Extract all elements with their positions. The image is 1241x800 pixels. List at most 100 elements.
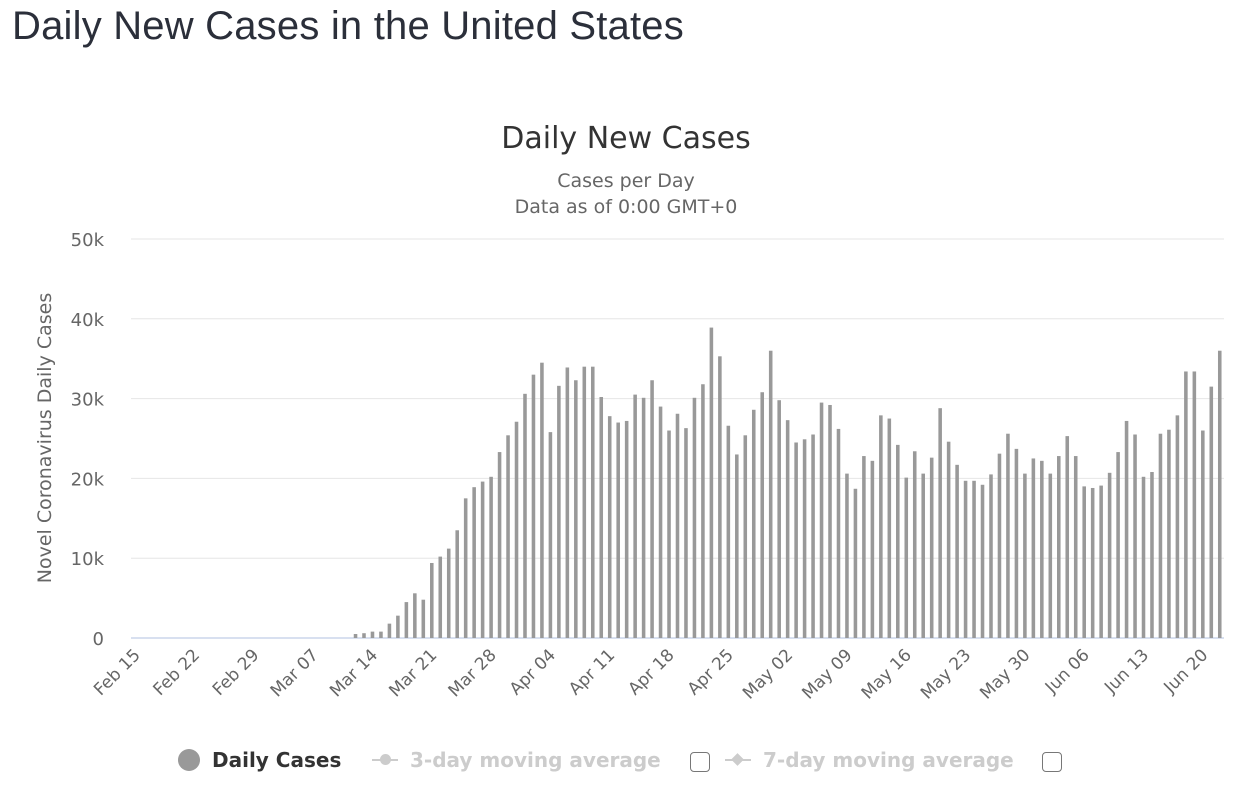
bar-may-09[interactable] — [845, 473, 849, 638]
bar-apr-11[interactable] — [607, 416, 612, 638]
bar-may-01[interactable] — [777, 400, 781, 638]
bar-may-28[interactable] — [1006, 433, 1010, 638]
bar-may-25[interactable] — [980, 484, 985, 638]
bar-apr-06[interactable] — [565, 367, 570, 638]
bar-may-31[interactable] — [1031, 458, 1036, 638]
bar-mar-21[interactable] — [430, 562, 434, 638]
bar-mar-31[interactable] — [514, 421, 519, 638]
bar-jun-09[interactable] — [1107, 472, 1112, 638]
bar-may-02[interactable] — [785, 420, 790, 638]
bar-apr-03[interactable] — [540, 362, 544, 638]
bar-may-24[interactable] — [972, 480, 976, 638]
bar-apr-02[interactable] — [531, 374, 536, 638]
bar-may-18[interactable] — [921, 473, 925, 638]
bar-jun-11[interactable] — [1124, 420, 1129, 638]
bar-mar-14[interactable] — [370, 631, 375, 638]
bar-apr-04[interactable] — [548, 432, 553, 638]
bar-may-14[interactable] — [887, 418, 892, 638]
bar-jun-18[interactable] — [1184, 371, 1188, 638]
3-day-average-checkbox[interactable] — [690, 752, 710, 772]
bar-jun-07[interactable] — [1090, 487, 1095, 638]
bar-may-12[interactable] — [870, 460, 875, 638]
bar-jun-04[interactable] — [1065, 436, 1070, 638]
bar-may-20[interactable] — [938, 408, 942, 638]
bar-apr-30[interactable] — [768, 350, 773, 638]
bar-may-15[interactable] — [896, 444, 900, 638]
bar-apr-05[interactable] — [557, 385, 561, 638]
bar-may-07[interactable] — [828, 404, 832, 638]
bar-may-19[interactable] — [929, 457, 934, 638]
bar-apr-14[interactable] — [633, 394, 637, 638]
bar-mar-13[interactable] — [362, 633, 366, 638]
bar-apr-19[interactable] — [675, 413, 680, 638]
bar-apr-20[interactable] — [684, 428, 688, 638]
bar-jun-12[interactable] — [1133, 434, 1137, 638]
bar-apr-13[interactable] — [624, 420, 629, 638]
bar-apr-17[interactable] — [658, 406, 663, 638]
bar-may-27[interactable] — [997, 453, 1002, 638]
bar-may-13[interactable] — [879, 415, 883, 638]
bar-mar-12[interactable] — [353, 634, 358, 638]
bar-jun-17[interactable] — [1175, 415, 1180, 638]
bar-apr-08[interactable] — [582, 366, 587, 638]
bar-jun-22[interactable] — [1217, 350, 1222, 638]
bar-apr-22[interactable] — [701, 384, 705, 638]
bar-apr-10[interactable] — [599, 397, 604, 638]
7-day-average-checkbox[interactable] — [1042, 752, 1062, 772]
bar-apr-21[interactable] — [692, 397, 697, 638]
bar-may-22[interactable] — [955, 464, 959, 638]
bar-apr-26[interactable] — [735, 454, 739, 638]
bar-mar-18[interactable] — [404, 602, 409, 638]
bar-jun-08[interactable] — [1099, 485, 1103, 638]
bar-mar-20[interactable] — [421, 599, 426, 638]
bar-apr-16[interactable] — [650, 380, 654, 638]
bar-mar-24[interactable] — [455, 530, 459, 638]
bar-mar-19[interactable] — [413, 593, 417, 638]
bar-may-05[interactable] — [811, 434, 815, 638]
bar-mar-17[interactable] — [396, 615, 400, 638]
bar-may-04[interactable] — [802, 439, 807, 638]
bar-mar-15[interactable] — [379, 631, 383, 638]
bar-may-06[interactable] — [819, 402, 824, 638]
bar-may-23[interactable] — [963, 480, 968, 638]
bar-mar-26[interactable] — [472, 487, 476, 638]
bar-mar-22[interactable] — [438, 556, 443, 638]
legend-item-3-day-average[interactable]: 3-day moving average — [372, 748, 661, 772]
bar-jun-06[interactable] — [1082, 486, 1086, 638]
bar-jun-16[interactable] — [1167, 429, 1171, 638]
bar-jun-05[interactable] — [1073, 456, 1078, 638]
bar-apr-01[interactable] — [523, 393, 527, 638]
bar-may-30[interactable] — [1023, 473, 1027, 638]
bar-jun-21[interactable] — [1209, 386, 1214, 638]
bar-apr-15[interactable] — [641, 397, 646, 638]
bar-mar-27[interactable] — [480, 481, 485, 638]
bar-apr-12[interactable] — [616, 422, 620, 638]
bar-apr-25[interactable] — [726, 425, 731, 638]
legend-item-daily-cases[interactable]: Daily Cases — [178, 748, 341, 772]
bar-jun-13[interactable] — [1141, 476, 1146, 638]
bar-apr-24[interactable] — [718, 356, 722, 638]
bar-mar-28[interactable] — [489, 476, 493, 638]
bar-apr-23[interactable] — [709, 327, 714, 638]
bar-may-17[interactable] — [912, 451, 917, 638]
bar-jun-01[interactable] — [1040, 460, 1044, 638]
bar-jun-14[interactable] — [1150, 472, 1154, 638]
bar-may-29[interactable] — [1014, 448, 1019, 638]
bar-series-daily-cases[interactable] — [353, 327, 1222, 638]
bar-may-08[interactable] — [836, 428, 841, 638]
bar-may-03[interactable] — [794, 442, 798, 638]
bar-apr-07[interactable] — [574, 380, 578, 638]
bar-may-11[interactable] — [862, 456, 866, 638]
bar-jun-20[interactable] — [1201, 430, 1205, 638]
bar-mar-25[interactable] — [463, 498, 468, 638]
bar-apr-28[interactable] — [751, 409, 756, 638]
bar-may-10[interactable] — [853, 488, 858, 638]
bar-jun-03[interactable] — [1057, 456, 1061, 638]
bar-may-16[interactable] — [904, 477, 909, 638]
bar-mar-23[interactable] — [446, 548, 451, 638]
bar-jun-19[interactable] — [1192, 371, 1197, 638]
bar-jun-15[interactable] — [1158, 433, 1163, 638]
bar-apr-18[interactable] — [667, 430, 671, 638]
bar-apr-09[interactable] — [590, 366, 595, 638]
bar-apr-27[interactable] — [743, 435, 748, 638]
